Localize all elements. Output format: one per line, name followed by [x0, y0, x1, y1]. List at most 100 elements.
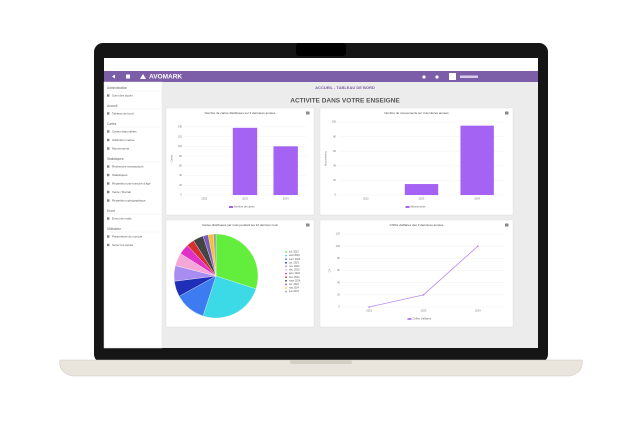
legend-label: nov. 2023	[289, 265, 300, 268]
sidebar	[103, 81, 163, 349]
pie-slice[interactable]	[202, 275, 257, 319]
chart-menu[interactable]	[505, 223, 509, 227]
legend-swatch	[407, 318, 412, 320]
settings-icon[interactable]	[435, 75, 439, 79]
bar[interactable]	[404, 184, 439, 195]
legend-swatch	[405, 206, 410, 208]
legend-swatch	[285, 265, 287, 268]
point[interactable]	[422, 293, 425, 296]
top-bar	[104, 71, 538, 82]
back-icon[interactable]	[112, 74, 115, 79]
menu-item[interactable]: Tableau de bord	[112, 111, 134, 115]
menu-item[interactable]: Répartition géographique	[112, 198, 146, 202]
section-title[interactable]: Envoi	[107, 209, 115, 213]
y-tick-label: 60	[333, 149, 336, 153]
section-title[interactable]: Statistiques	[107, 157, 124, 161]
section-title[interactable]: Utilisateur	[107, 227, 122, 231]
laptop-base	[59, 359, 583, 377]
y-tick-label: 0	[339, 305, 341, 309]
menu-icon	[107, 112, 110, 115]
menu-item[interactable]: Suivi des accès	[112, 93, 133, 97]
legend-swatch	[285, 261, 287, 264]
y-tick-label: 100	[178, 144, 183, 148]
legend-label: août 2023	[289, 254, 300, 257]
legend-swatch	[285, 276, 287, 279]
legend-swatch	[285, 279, 287, 282]
sidebar-menu: Administration Suivi des accès Accueil Tabl…	[106, 86, 160, 247]
legend-label: juin 2024	[288, 290, 299, 293]
legend-label: oct. 2023	[289, 261, 300, 264]
x-tick-label: 2023	[421, 309, 427, 313]
x-tick-label: 2022	[201, 197, 207, 201]
pie-slice[interactable]	[213, 233, 217, 277]
user-avatar[interactable]	[449, 73, 456, 80]
legend-swatch	[285, 290, 287, 293]
menu-icon[interactable]	[126, 74, 130, 79]
y-axis-label: Mouvements	[324, 150, 328, 166]
section-title[interactable]: Administration	[107, 86, 127, 90]
chart-menu[interactable]	[505, 111, 509, 115]
legend-label: janv. 2024	[288, 272, 301, 275]
chart-panel	[319, 219, 514, 328]
y-tick-label: 80	[333, 134, 336, 138]
menu-icon	[107, 165, 110, 168]
logo[interactable]: AVOMARK	[149, 74, 182, 81]
user-name[interactable]	[460, 75, 478, 79]
menu-item[interactable]: Statistiques	[112, 173, 128, 177]
phone-icon[interactable]	[422, 75, 426, 79]
menu-item[interactable]: Attribution cartes	[112, 138, 135, 142]
point[interactable]	[476, 245, 479, 248]
menu-item[interactable]: Recherche transactions	[112, 164, 144, 168]
menu-item[interactable]: Mouvements	[112, 146, 130, 150]
legend-swatch	[285, 283, 287, 286]
logo-icon	[140, 74, 146, 79]
point[interactable]	[368, 306, 371, 308]
pie-slice[interactable]	[215, 233, 259, 290]
legend-swatch	[285, 287, 287, 289]
y-tick-label: 0	[181, 193, 183, 197]
menu-icon	[107, 94, 110, 97]
y-tick-label: 40	[179, 173, 182, 177]
legend-swatch	[285, 251, 287, 253]
y-tick-label: 20	[337, 293, 340, 297]
menu-icon	[107, 182, 110, 185]
y-tick-label: 60	[179, 163, 182, 167]
bar[interactable]	[460, 125, 494, 195]
y-tick-label: 40	[337, 280, 340, 284]
legend-swatch	[285, 258, 287, 261]
x-tick-label: 2024	[474, 197, 480, 201]
y-tick-label: 100	[332, 120, 337, 124]
x-tick-label: 2022	[363, 197, 369, 201]
x-tick-label: 2024	[283, 197, 289, 201]
y-tick-label: 120	[336, 232, 341, 236]
bar[interactable]	[232, 127, 258, 195]
chart-title: Nombre de cartes distribuées sur 3 derni…	[205, 111, 276, 115]
legend-label: mars 2024	[289, 279, 301, 282]
legend-label: sept. 2023	[289, 258, 301, 261]
menu-icon	[107, 190, 110, 194]
legend-label: Chiffre d'affaires	[413, 317, 432, 321]
legend-label: févr. 2024	[289, 276, 300, 279]
chart-menu[interactable]	[306, 223, 310, 227]
menu-item[interactable]: Envoi de mails	[112, 216, 132, 220]
menu-item[interactable]: Paramètres du compte	[112, 234, 143, 238]
chart-menu[interactable]	[306, 111, 310, 115]
menu-icon	[107, 173, 110, 177]
legend-swatch	[229, 206, 233, 208]
menu-icon	[107, 243, 110, 247]
legend-swatch	[285, 254, 287, 257]
x-tick-label: 2024	[475, 309, 481, 313]
section-title[interactable]: Cartes	[107, 122, 117, 126]
menu-icon	[107, 217, 110, 220]
chart-title: Nombre de mouvements sur 3 dernières ann…	[384, 111, 449, 115]
menu-item[interactable]: Vente / Retrait	[112, 190, 131, 194]
bar[interactable]	[273, 146, 298, 195]
section-title[interactable]: Accueil	[107, 104, 118, 108]
menu-item[interactable]: Gérer les accès	[112, 243, 134, 247]
menu-item[interactable]: Répartition par tranche d'âge	[112, 181, 151, 185]
chart-title: Chiffre d'affaires des 3 dernières année…	[390, 223, 444, 227]
legend-label: déc. 2023	[289, 269, 300, 272]
menu-icon	[107, 199, 110, 202]
menu-item[interactable]: Cartes disponibles	[112, 129, 137, 133]
